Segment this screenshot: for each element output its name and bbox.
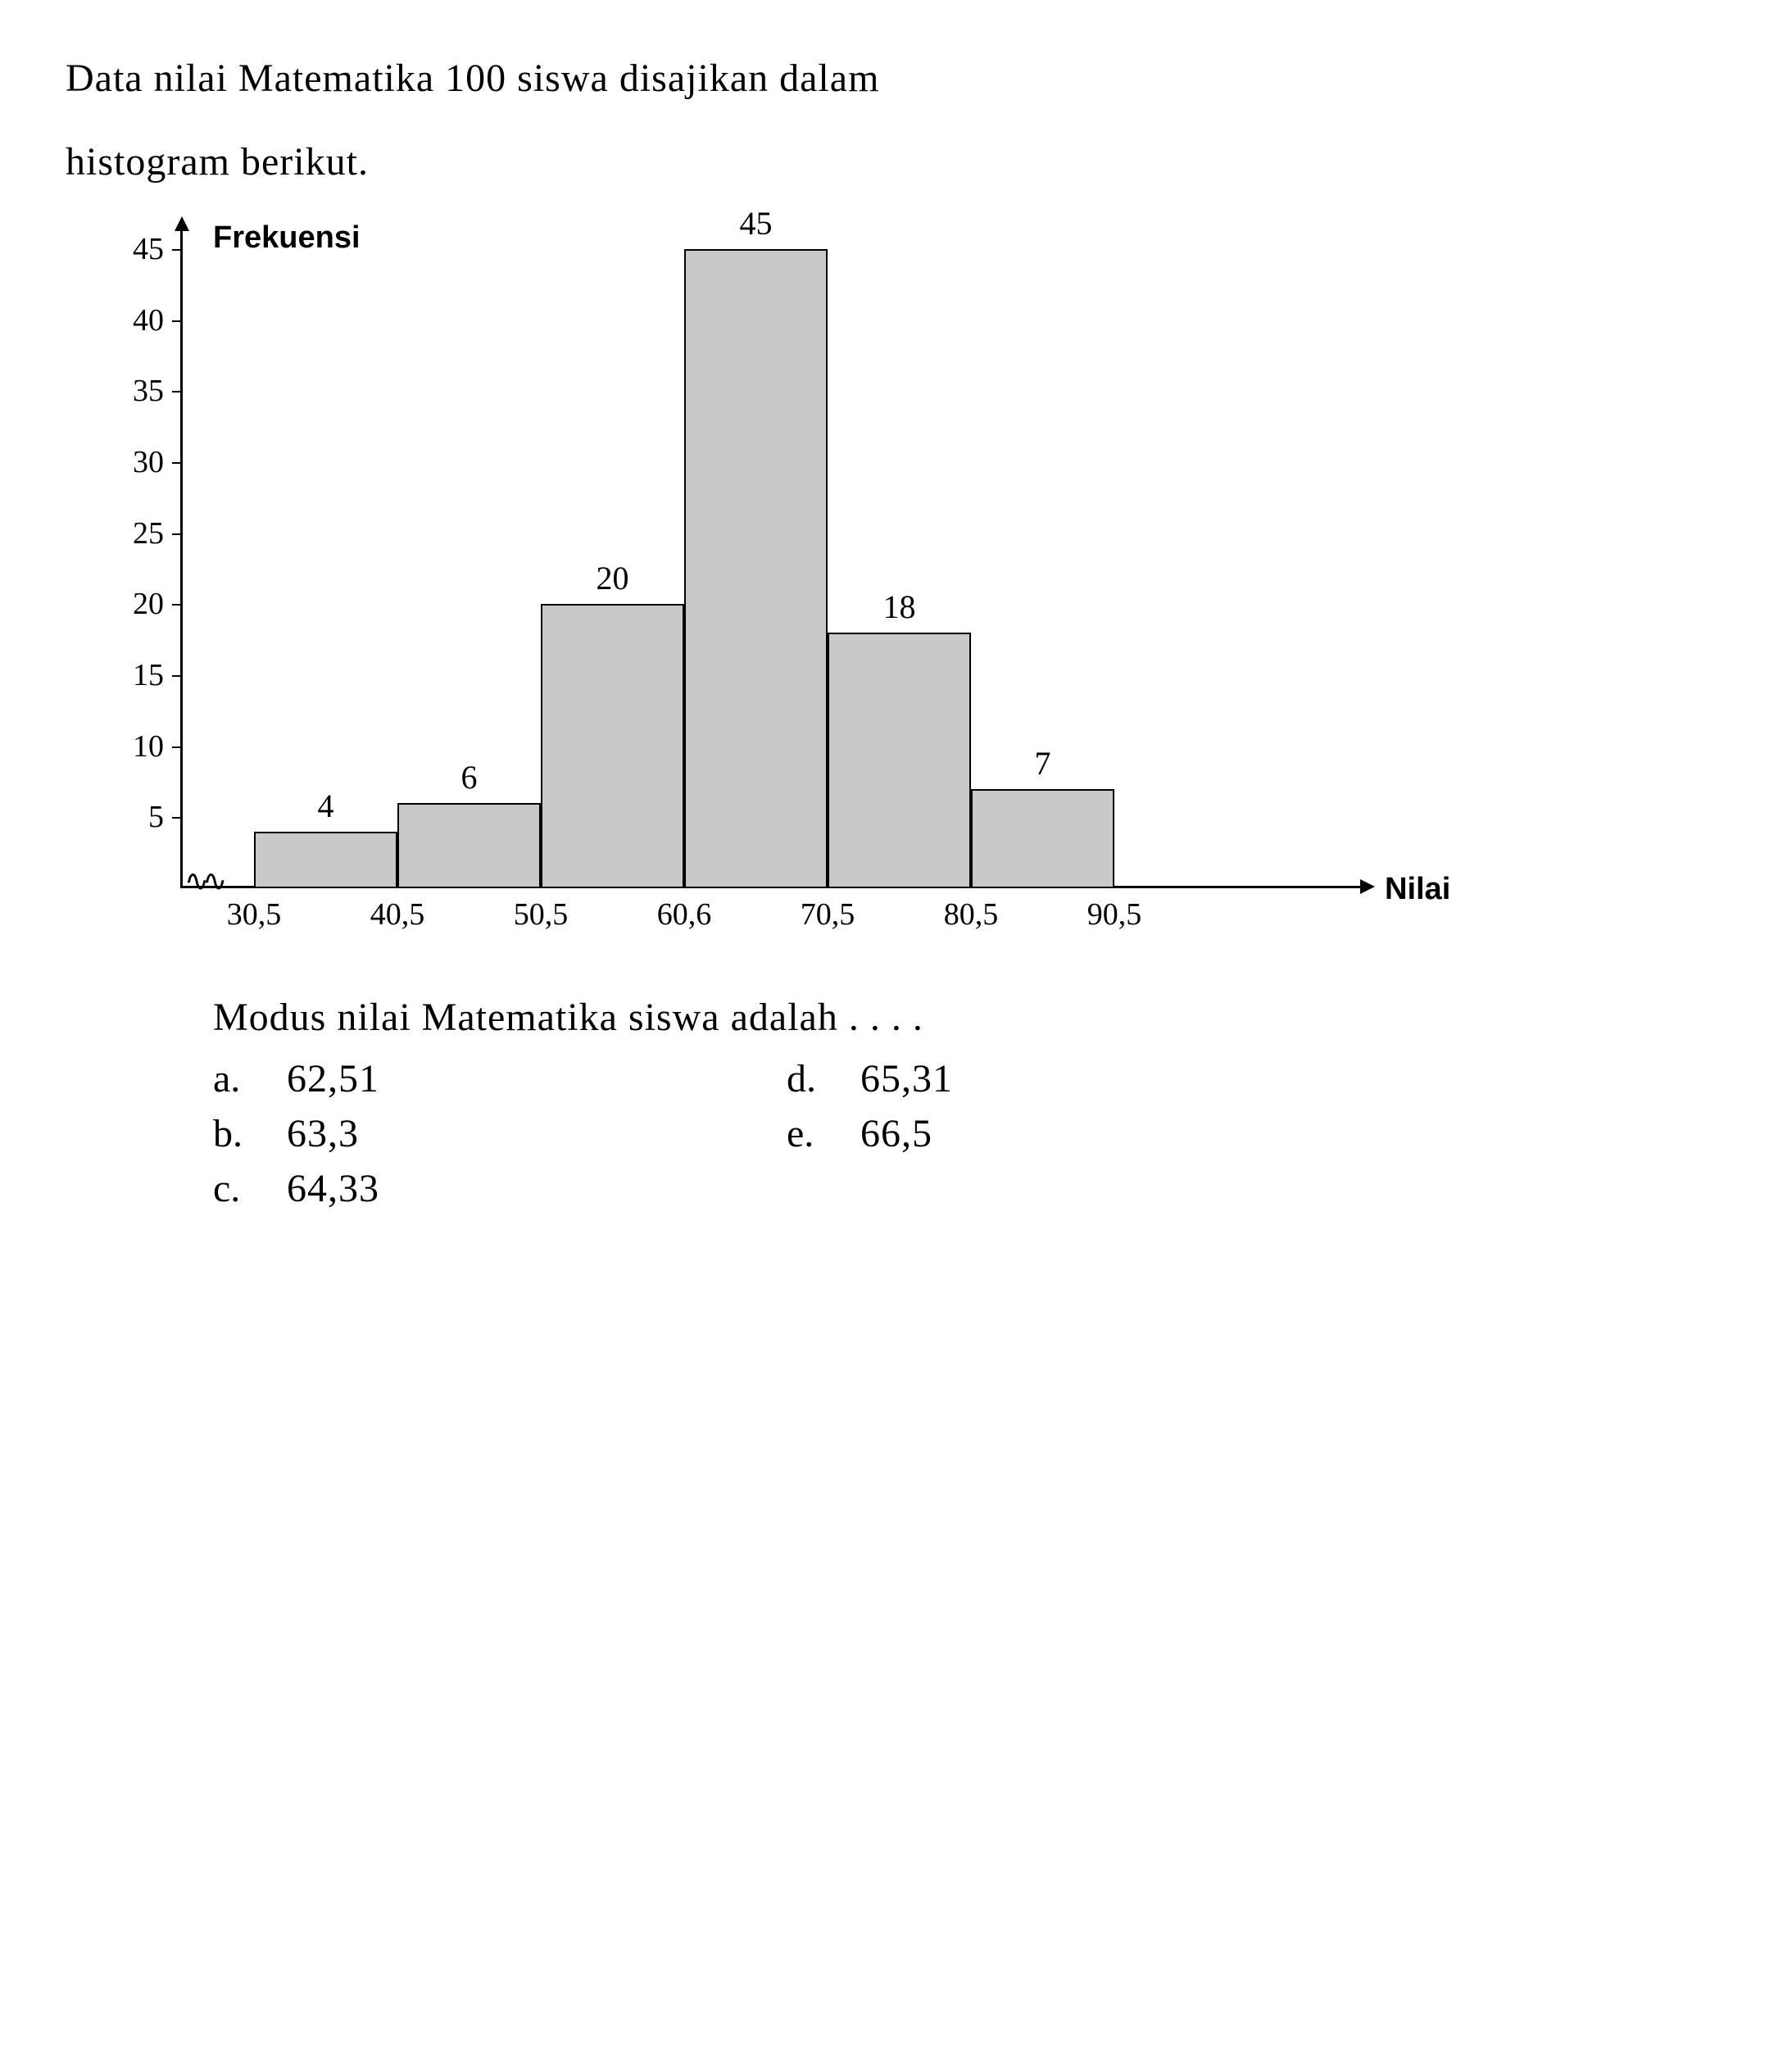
option-row: a. 62,51 d. 65,31 bbox=[213, 1056, 1726, 1101]
y-tick-mark bbox=[172, 817, 180, 819]
histogram-bar bbox=[541, 604, 684, 888]
y-tick-mark bbox=[172, 675, 180, 677]
histogram-bar bbox=[254, 832, 397, 888]
y-tick-label: 15 bbox=[115, 657, 164, 693]
histogram-bar bbox=[684, 249, 828, 888]
x-tick-label: 90,5 bbox=[1087, 896, 1142, 932]
option-b-value: 63,3 bbox=[287, 1111, 359, 1156]
x-tick-label: 60,6 bbox=[657, 896, 712, 932]
option-row: b. 63,3 e. 66,5 bbox=[213, 1111, 1726, 1156]
y-tick-label: 30 bbox=[115, 444, 164, 480]
histogram-bar bbox=[971, 789, 1114, 888]
axis-break-icon: ∿∿ bbox=[184, 864, 220, 898]
y-tick-label: 35 bbox=[115, 373, 164, 409]
option-a-value: 62,51 bbox=[287, 1056, 379, 1101]
question-line-1: Data nilai Matematika 100 siswa disajika… bbox=[66, 49, 1726, 108]
option-d-value: 65,31 bbox=[860, 1056, 953, 1101]
y-tick-mark bbox=[172, 391, 180, 393]
bar-value-label: 18 bbox=[883, 588, 916, 626]
x-tick-label: 30,5 bbox=[227, 896, 282, 932]
y-tick-label: 25 bbox=[115, 515, 164, 551]
option-c-value: 64,33 bbox=[287, 1166, 379, 1211]
x-axis-title: Nilai bbox=[1385, 872, 1450, 907]
histogram-bar bbox=[397, 803, 541, 888]
bar-value-label: 4 bbox=[318, 787, 334, 825]
x-tick-label: 50,5 bbox=[514, 896, 569, 932]
option-row: c. 64,33 bbox=[213, 1166, 1726, 1211]
answer-options: a. 62,51 d. 65,31 b. 63,3 e. 66,5 c. 64,… bbox=[213, 1056, 1726, 1211]
y-tick-mark bbox=[172, 746, 180, 748]
y-tick-mark bbox=[172, 604, 180, 606]
sub-question-text: Modus nilai Matematika siswa adalah . . … bbox=[213, 995, 1726, 1040]
y-tick-mark bbox=[172, 462, 180, 464]
option-e-letter: e. bbox=[787, 1111, 860, 1156]
x-tick-label: 70,5 bbox=[801, 896, 855, 932]
bar-value-label: 45 bbox=[740, 204, 773, 243]
bar-value-label: 6 bbox=[461, 758, 478, 796]
bar-value-label: 20 bbox=[597, 559, 629, 597]
y-tick-label: 10 bbox=[115, 728, 164, 765]
histogram-bar bbox=[828, 633, 971, 888]
y-tick-label: 45 bbox=[115, 231, 164, 267]
chart-plot-area: ∿∿ 462045187 bbox=[180, 249, 1409, 888]
x-axis-arrow-icon bbox=[1360, 879, 1375, 894]
option-c-letter: c. bbox=[213, 1166, 287, 1211]
bar-value-label: 7 bbox=[1035, 744, 1051, 783]
y-axis-line bbox=[180, 225, 183, 888]
x-tick-label: 40,5 bbox=[370, 896, 425, 932]
option-d-letter: d. bbox=[787, 1056, 860, 1101]
histogram-chart: Frekuensi ∿∿ 462045187 51015202530354045… bbox=[115, 216, 1426, 954]
y-tick-label: 20 bbox=[115, 586, 164, 622]
question-line-2: histogram berikut. bbox=[66, 133, 1726, 192]
option-e-value: 66,5 bbox=[860, 1111, 932, 1156]
y-tick-mark bbox=[172, 320, 180, 322]
option-b-letter: b. bbox=[213, 1111, 287, 1156]
y-tick-mark bbox=[172, 249, 180, 251]
y-axis-arrow-icon bbox=[175, 216, 189, 231]
y-tick-mark bbox=[172, 533, 180, 535]
x-tick-label: 80,5 bbox=[944, 896, 999, 932]
option-a-letter: a. bbox=[213, 1056, 287, 1101]
y-tick-label: 5 bbox=[115, 799, 164, 835]
y-tick-label: 40 bbox=[115, 302, 164, 338]
